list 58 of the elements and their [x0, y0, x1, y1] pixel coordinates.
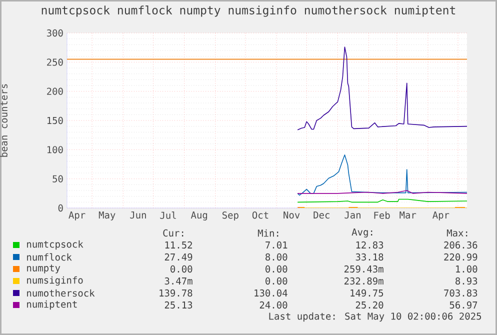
- text: 139.78: [160, 289, 192, 297]
- x-tick-label: Apr: [432, 212, 450, 220]
- legend-label: numflock: [27, 253, 72, 261]
- y-tick-label: 100: [47, 146, 63, 154]
- y-tick-label: 0: [58, 204, 63, 212]
- text: 27.49: [164, 253, 192, 261]
- text: 149.75: [350, 289, 384, 297]
- text: 130.04: [254, 289, 288, 297]
- text: Last update: Sat May 10 02:00:06 2025: [269, 312, 482, 322]
- x-tick-label: Dec: [314, 212, 330, 219]
- legend-label: numsiginfo: [27, 276, 83, 286]
- y-tick-label: 200: [47, 88, 63, 95]
- x-tick-label: Jul: [160, 212, 176, 219]
- text: 56.97: [450, 301, 478, 309]
- text: 206.36: [444, 241, 478, 249]
- text: 1.00: [456, 265, 478, 273]
- y-tick-label: 150: [47, 116, 63, 124]
- text: Avg:: [352, 228, 372, 238]
- x-tick-label: Aug: [190, 212, 208, 220]
- x-tick-label: Sep: [222, 212, 238, 221]
- text: 232.89m: [344, 277, 384, 285]
- text: 8.00: [266, 253, 288, 261]
- legend-label: numpty: [27, 264, 60, 274]
- text: 3.47m: [164, 277, 192, 285]
- x-tick-label: May: [98, 212, 116, 220]
- text: Cur:: [163, 229, 184, 237]
- x-tick-label: Mar: [400, 212, 416, 219]
- text: 220.99: [444, 253, 478, 261]
- text: 8.93: [456, 277, 478, 285]
- x-tick-label: Apr: [68, 212, 86, 220]
- text: 0.00: [266, 277, 288, 285]
- text: 11.52: [165, 241, 192, 249]
- x-tick-label: Jan: [344, 212, 360, 219]
- text: 0.00: [266, 265, 288, 273]
- text: Min:: [258, 229, 278, 237]
- line-series: [297, 46, 468, 130]
- x-tick-label: Feb: [374, 212, 390, 219]
- y-tick-label: 250: [47, 58, 63, 66]
- text: 0.00: [170, 265, 192, 273]
- text: 25.20: [356, 301, 384, 309]
- text: 259.43m: [344, 265, 384, 273]
- x-tick-label: Oct: [252, 212, 268, 219]
- text: 24.00: [260, 301, 288, 309]
- text: Max:: [446, 229, 468, 237]
- chart-title: numtcpsock numflock numpty numsiginfo numothersock numiptent: [42, 6, 456, 17]
- x-tick-label: Nov: [284, 212, 300, 219]
- text: 25.13: [164, 301, 192, 309]
- legend-label: numiptent: [27, 300, 77, 310]
- legend-label: numothersock: [27, 289, 95, 297]
- y-tick-label: 50: [52, 175, 63, 182]
- text: 7.01: [266, 241, 288, 249]
- text: 12.83: [356, 241, 384, 249]
- x-tick-label: Jun: [130, 212, 146, 219]
- text: 703.83: [444, 289, 478, 297]
- y-tick-label: 300: [46, 29, 63, 37]
- text: 33.18: [356, 253, 384, 261]
- y-axis-title: bean counters: [0, 84, 8, 157]
- legend-label: numtcpsock: [27, 240, 84, 250]
